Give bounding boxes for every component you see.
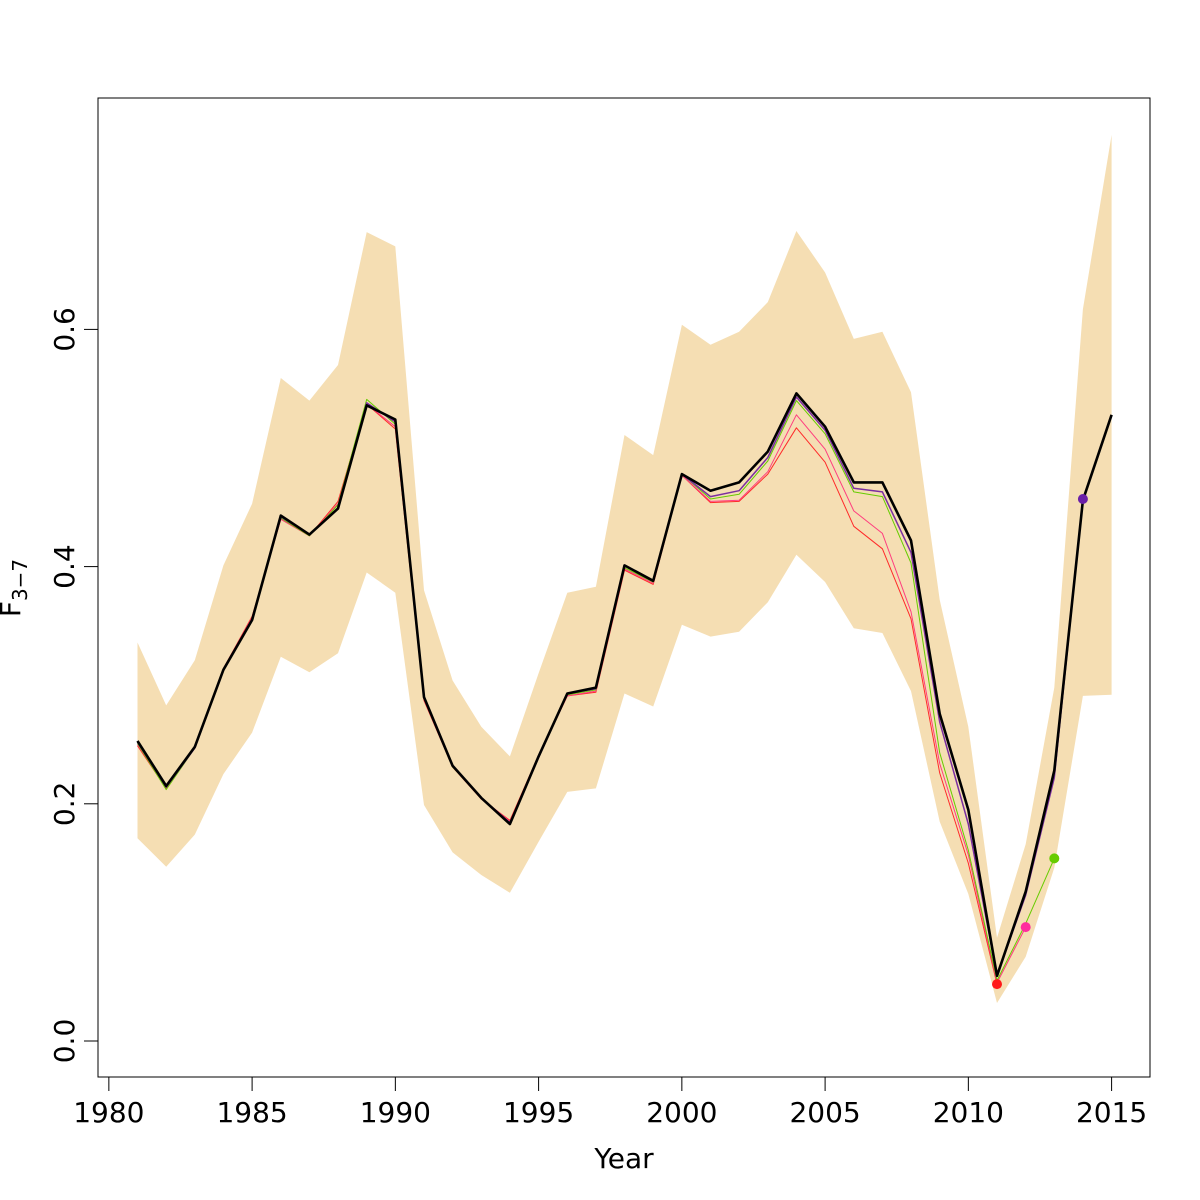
x-tick-label: 2015 [1076,1096,1147,1129]
terminal-point-4 [1077,494,1088,504]
x-tick-label: 1985 [216,1096,287,1129]
y-axis-title-main: F [0,601,27,617]
y-tick-label: 0.6 [48,307,81,352]
y-tick-label: 0.4 [48,544,81,589]
y-axis-title-subscript: 3−7 [8,559,32,601]
x-tick-label: 1995 [503,1096,574,1129]
x-axis: 1980 1985 1990 1995 2000 2005 2010 2015 [73,1076,1147,1129]
x-tick-label: 1980 [73,1096,144,1129]
terminal-point-2 [1020,922,1031,933]
series-line-3 [137,398,1055,981]
series-line-2 [137,403,1027,984]
y-axis: 0.0 0.2 0.4 0.6 [48,307,99,1064]
terminal-point-3 [1049,853,1060,864]
y-axis-title: F3−7 [0,559,32,617]
y-tick-label: 0.0 [48,1019,81,1064]
terminal-points-layer [992,494,1088,990]
series-layer [136,392,1113,985]
series-line-5 [136,392,1113,978]
terminal-point-1 [992,979,1002,990]
x-tick-label: 2005 [789,1096,860,1129]
y-tick-label: 0.2 [48,782,81,827]
x-tick-label: 2000 [646,1096,717,1129]
x-tick-label: 1990 [360,1096,431,1129]
x-axis-title: Year [593,1142,654,1175]
x-tick-label: 2010 [933,1096,1004,1129]
